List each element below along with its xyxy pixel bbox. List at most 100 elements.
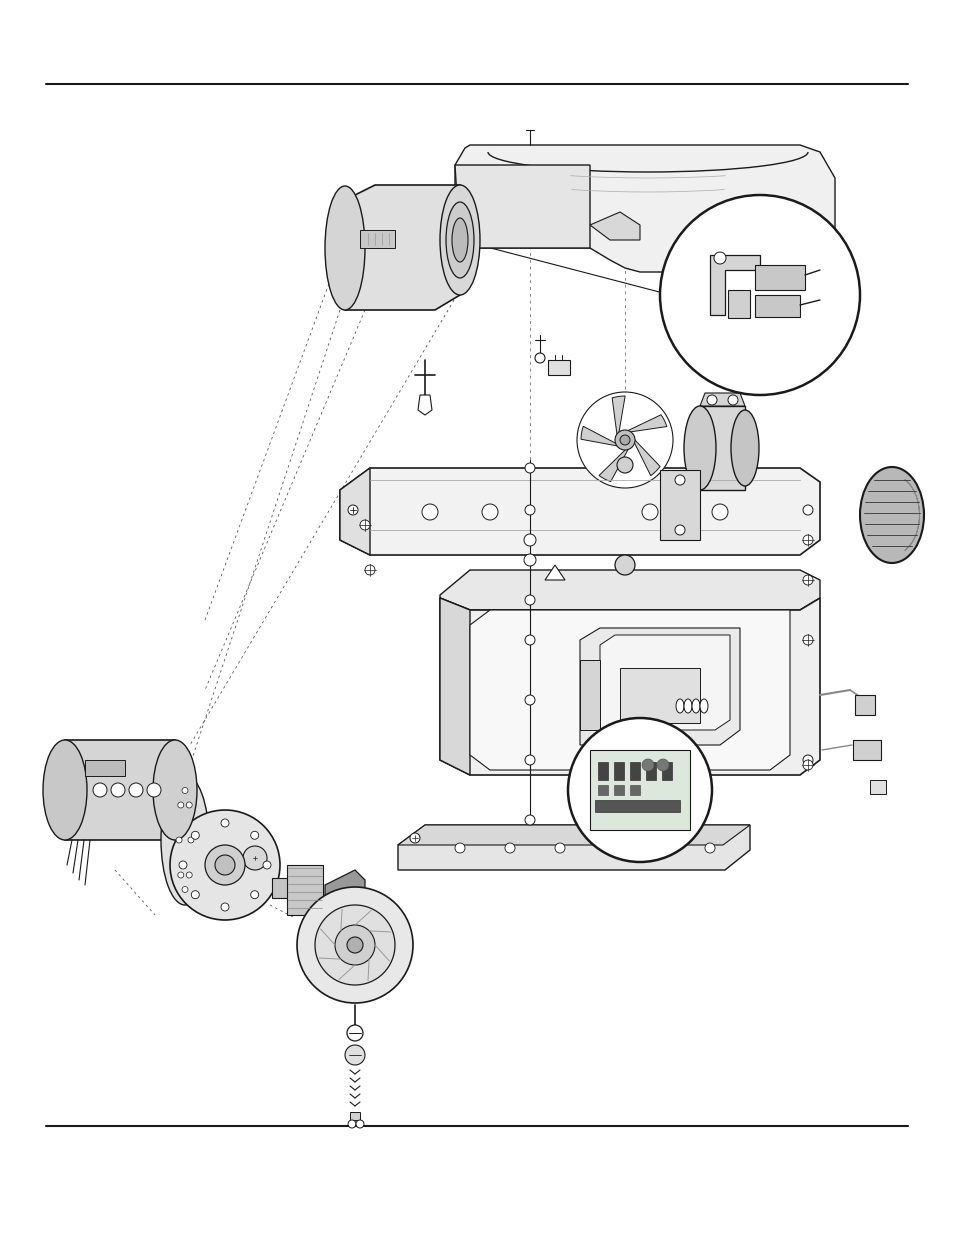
Circle shape <box>186 872 192 878</box>
Ellipse shape <box>683 406 716 490</box>
Polygon shape <box>700 406 744 490</box>
Ellipse shape <box>161 776 209 905</box>
Circle shape <box>704 844 714 853</box>
Circle shape <box>706 395 717 405</box>
Bar <box>272 878 294 898</box>
Polygon shape <box>580 426 619 447</box>
Bar <box>85 760 125 776</box>
Circle shape <box>92 783 107 797</box>
Circle shape <box>524 635 535 645</box>
Circle shape <box>675 475 684 485</box>
Circle shape <box>243 846 267 869</box>
Circle shape <box>615 430 635 450</box>
Circle shape <box>182 887 188 893</box>
Polygon shape <box>612 396 624 437</box>
Bar <box>598 785 607 795</box>
Polygon shape <box>854 695 874 715</box>
Circle shape <box>177 802 184 808</box>
Polygon shape <box>325 869 365 925</box>
Bar <box>629 785 639 795</box>
Circle shape <box>481 504 497 520</box>
Circle shape <box>147 783 161 797</box>
Circle shape <box>504 844 515 853</box>
Circle shape <box>455 844 464 853</box>
Circle shape <box>345 1045 365 1065</box>
Circle shape <box>348 1120 355 1128</box>
Circle shape <box>713 252 725 264</box>
Polygon shape <box>598 447 629 482</box>
Polygon shape <box>579 629 740 745</box>
Bar <box>645 762 656 781</box>
Bar <box>852 740 880 760</box>
Circle shape <box>186 802 192 808</box>
Circle shape <box>111 783 125 797</box>
Bar <box>661 762 671 781</box>
Polygon shape <box>339 468 820 555</box>
Circle shape <box>347 937 363 953</box>
Ellipse shape <box>730 410 759 487</box>
Circle shape <box>170 810 280 920</box>
Ellipse shape <box>452 219 468 262</box>
Polygon shape <box>544 564 564 580</box>
Polygon shape <box>727 290 749 317</box>
Circle shape <box>365 564 375 576</box>
Bar <box>547 359 569 375</box>
Circle shape <box>524 815 535 825</box>
Ellipse shape <box>700 699 707 713</box>
Circle shape <box>615 555 635 576</box>
Ellipse shape <box>439 185 479 295</box>
Bar <box>350 1112 359 1120</box>
Bar <box>619 668 700 722</box>
Circle shape <box>524 463 535 473</box>
Bar <box>359 230 395 248</box>
Polygon shape <box>397 825 749 869</box>
Bar <box>595 800 679 811</box>
Ellipse shape <box>859 467 923 563</box>
Circle shape <box>421 504 437 520</box>
Circle shape <box>524 755 535 764</box>
Circle shape <box>251 831 258 840</box>
Circle shape <box>617 457 633 473</box>
Circle shape <box>802 635 812 645</box>
Polygon shape <box>345 185 459 310</box>
Bar <box>754 266 804 290</box>
Circle shape <box>347 1025 363 1041</box>
Circle shape <box>524 595 535 605</box>
Circle shape <box>604 844 615 853</box>
Circle shape <box>711 504 727 520</box>
Circle shape <box>802 535 812 545</box>
Polygon shape <box>455 144 834 272</box>
Polygon shape <box>417 395 432 415</box>
Ellipse shape <box>683 699 691 713</box>
Ellipse shape <box>152 740 196 840</box>
Polygon shape <box>65 740 174 840</box>
Circle shape <box>176 837 182 844</box>
Circle shape <box>555 844 564 853</box>
Bar <box>589 750 689 830</box>
Bar <box>629 762 639 781</box>
Bar <box>754 295 800 317</box>
Polygon shape <box>632 437 659 475</box>
Circle shape <box>524 555 535 564</box>
Circle shape <box>577 391 672 488</box>
Circle shape <box>192 890 199 899</box>
Circle shape <box>659 195 859 395</box>
Circle shape <box>263 861 271 869</box>
Bar <box>614 785 623 795</box>
Circle shape <box>314 905 395 986</box>
Circle shape <box>251 890 258 899</box>
Circle shape <box>727 395 738 405</box>
Circle shape <box>335 925 375 965</box>
Circle shape <box>524 695 535 705</box>
Polygon shape <box>439 571 820 610</box>
Circle shape <box>182 788 188 794</box>
Circle shape <box>657 760 668 771</box>
Circle shape <box>129 783 143 797</box>
Polygon shape <box>700 393 744 406</box>
Circle shape <box>523 555 536 566</box>
Circle shape <box>296 887 413 1003</box>
Polygon shape <box>455 165 589 248</box>
Circle shape <box>802 760 812 769</box>
Polygon shape <box>470 610 789 769</box>
Circle shape <box>567 718 711 862</box>
